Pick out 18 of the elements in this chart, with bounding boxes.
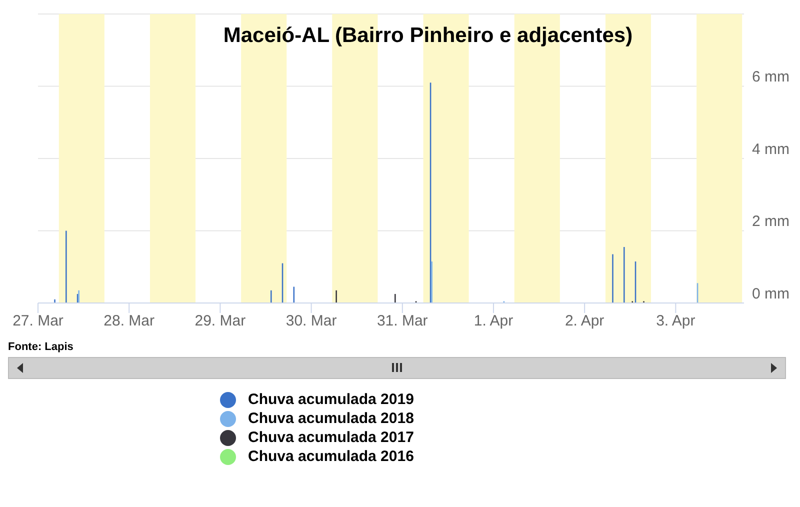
x-tick-label: 31. Mar bbox=[376, 312, 428, 330]
source-note: Fonte: Lapis bbox=[8, 341, 74, 353]
legend-label: Chuva acumulada 2016 bbox=[248, 448, 414, 465]
x-tick-label: 3. Apr bbox=[656, 312, 696, 330]
legend-label: Chuva acumulada 2017 bbox=[248, 429, 414, 446]
legend-label: Chuva acumulada 2018 bbox=[248, 410, 414, 427]
x-tick-label: 27. Mar bbox=[12, 312, 64, 330]
text: Maceió-AL (Bairro Pinheiro e adjacentes) bbox=[222, 24, 634, 48]
y-tick-label: 0 mm bbox=[752, 285, 790, 302]
x-tick-label: 28. Mar bbox=[104, 312, 155, 330]
x-tick-label: 30. Mar bbox=[286, 312, 337, 330]
x-tick-label: 1. Apr bbox=[474, 312, 514, 330]
y-tick-label: 6 mm bbox=[752, 68, 790, 86]
x-tick-label: 29. Mar bbox=[194, 312, 246, 330]
y-tick-label: 4 mm bbox=[752, 140, 790, 158]
x-tick-label: 2. Apr bbox=[564, 312, 604, 330]
legend-label: Chuva acumulada 2019 bbox=[248, 391, 414, 408]
y-tick-label: 2 mm bbox=[752, 213, 790, 230]
